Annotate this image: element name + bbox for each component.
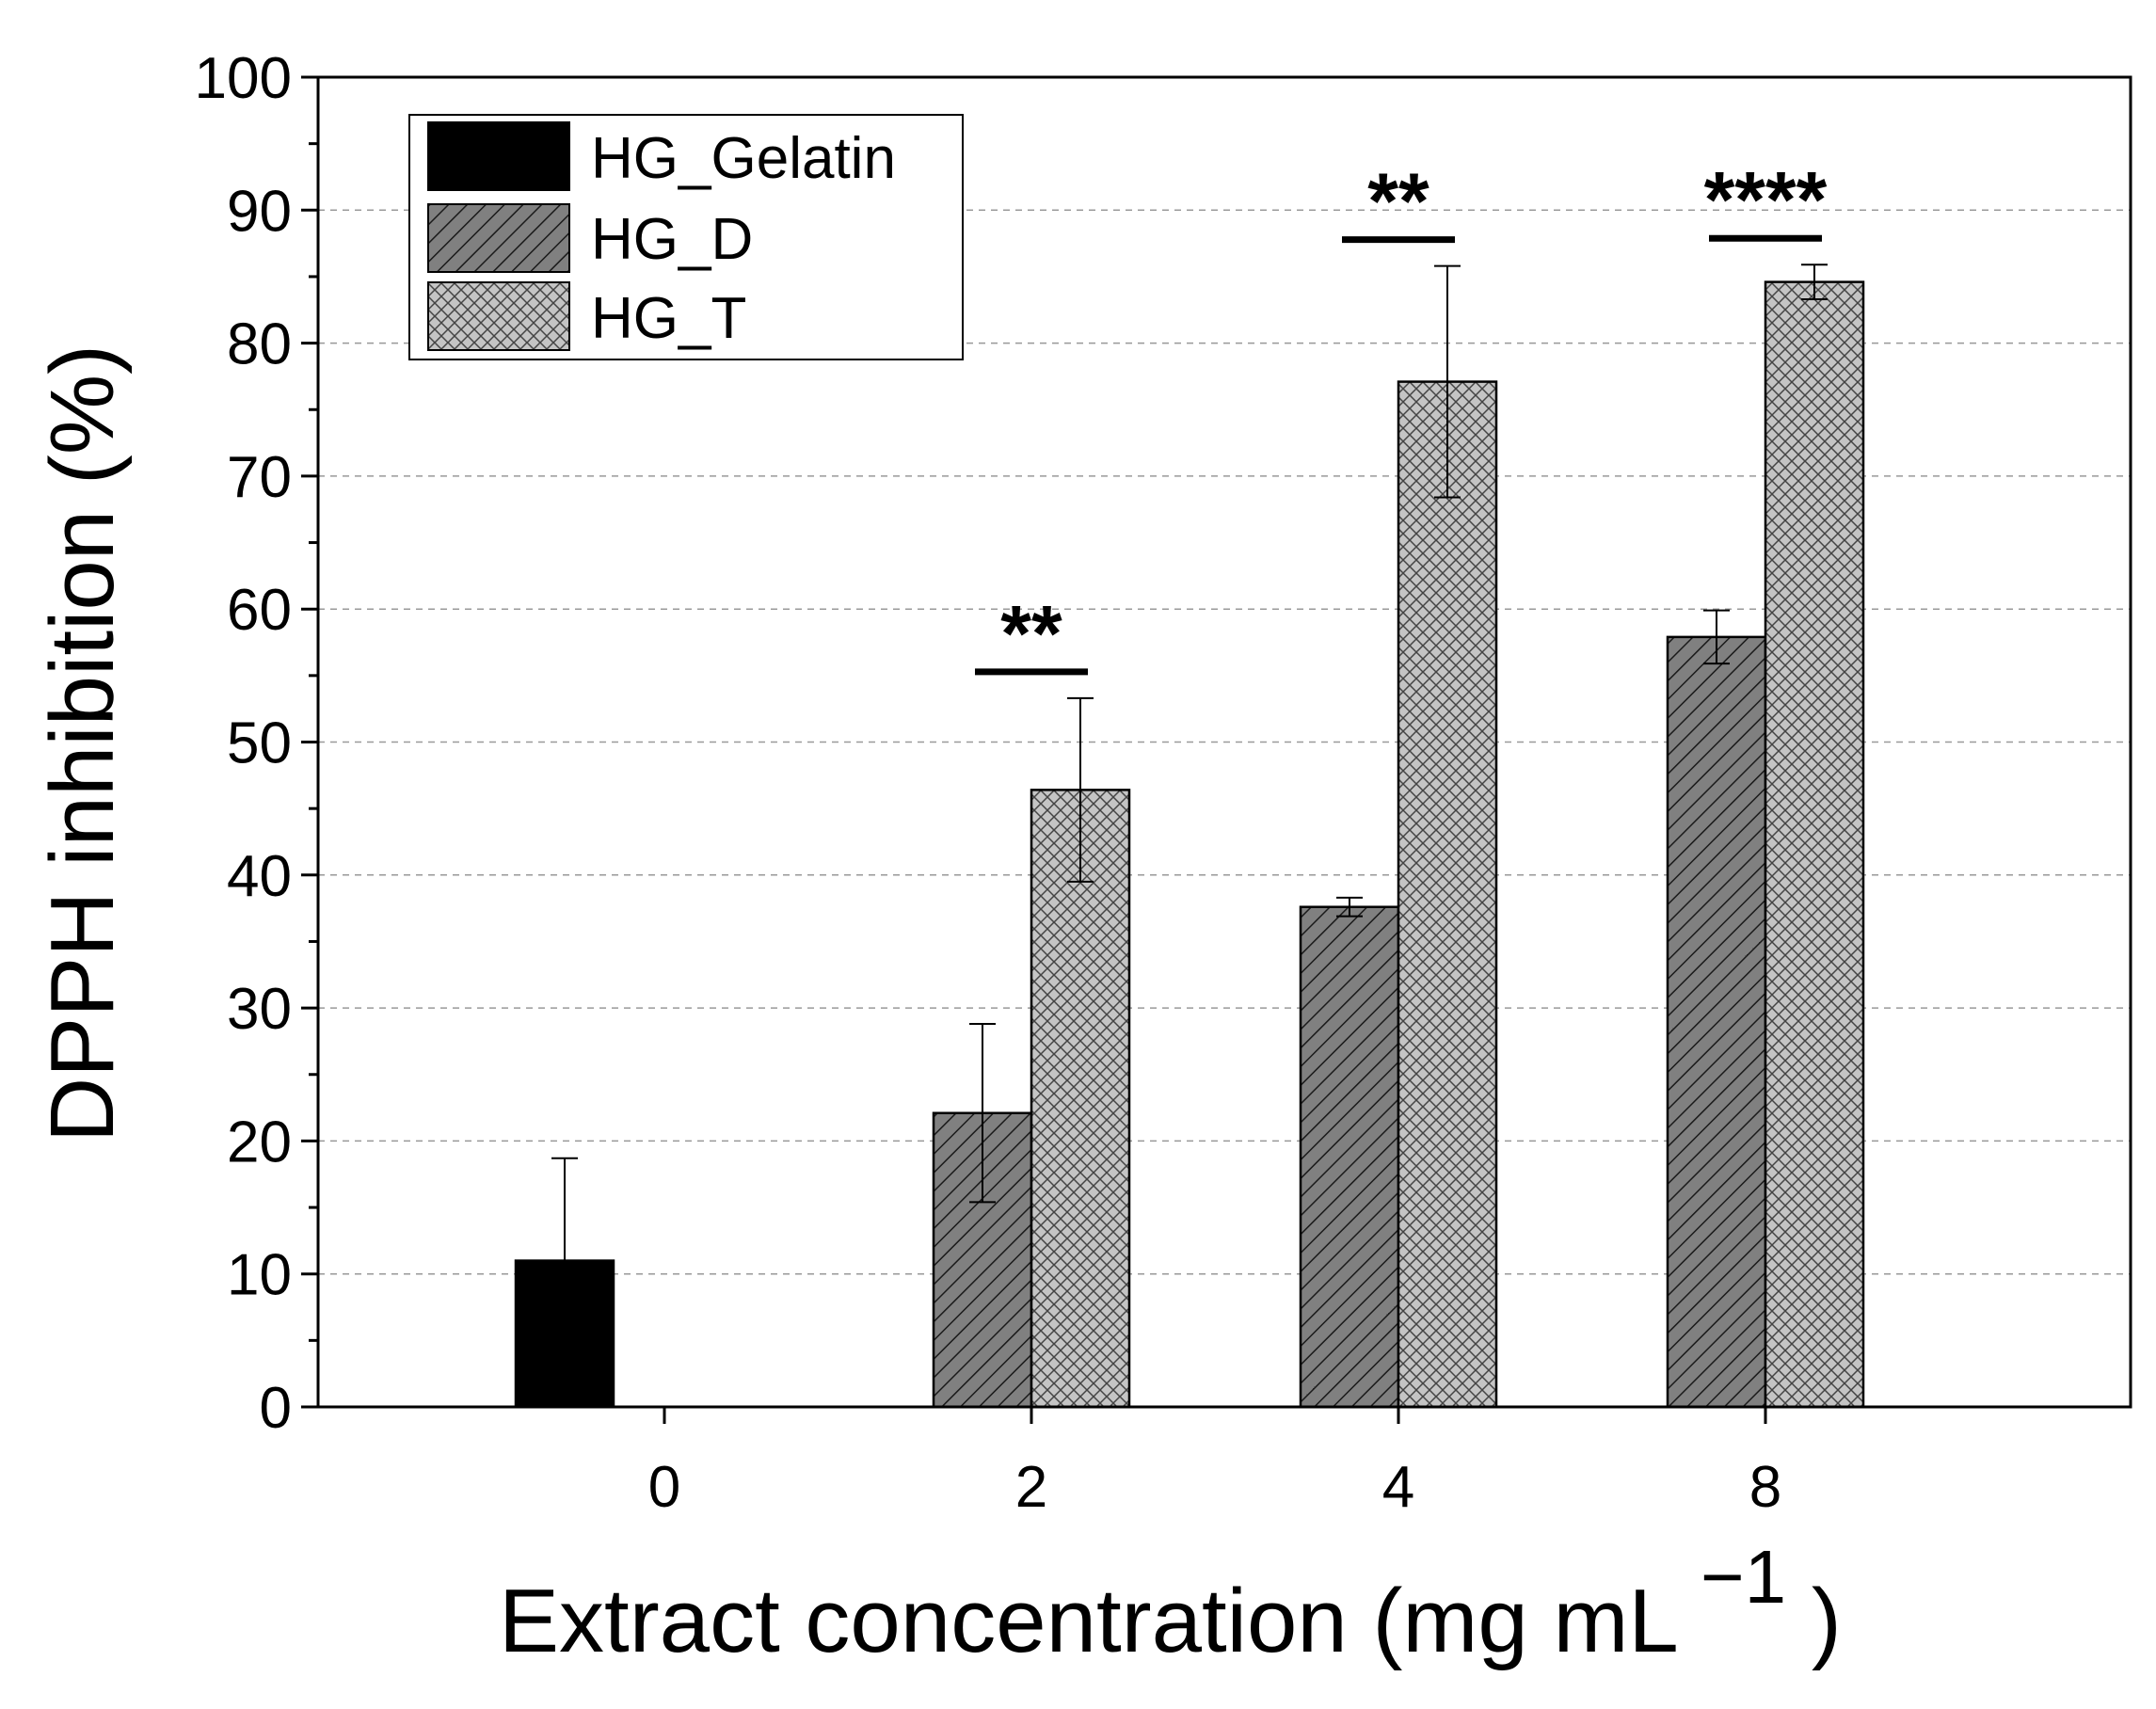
x-tick-label: 0: [648, 1455, 680, 1520]
y-tick-label: 20: [227, 1110, 292, 1174]
y-tick-label: 0: [260, 1376, 292, 1441]
bar-hg-d: [1666, 635, 1767, 1409]
x-axis-title-main: Extract concentration (mg mL: [499, 1571, 1676, 1671]
significance-label: ****: [1704, 155, 1828, 244]
legend-swatch-hg-gelatin: [427, 121, 570, 191]
legend-swatch-hg-t: [427, 281, 570, 351]
significance-label: **: [1000, 589, 1062, 678]
y-tick-label: 80: [227, 312, 292, 377]
bar-hg-t: [1397, 380, 1498, 1409]
error-bars: [551, 264, 1828, 1365]
x-axis: 0 2 4 8: [648, 1407, 1781, 1520]
significance-label: **: [1367, 157, 1429, 246]
y-tick-label: 70: [227, 445, 292, 510]
x-axis-title: Extract concentration (mg mL −1 ): [499, 1522, 1842, 1671]
y-tick-label: 40: [227, 844, 292, 909]
y-tick-label: 90: [227, 179, 292, 244]
bar-hg-t: [1764, 280, 1865, 1409]
y-tick-label: 30: [227, 977, 292, 1042]
bar-hg-d: [1299, 905, 1400, 1409]
legend-label-hg-d: HG_D: [591, 207, 753, 272]
y-tick-label: 10: [227, 1243, 292, 1308]
bar-hg-t: [1030, 789, 1131, 1409]
x-tick-label: 4: [1382, 1455, 1414, 1520]
y-tick-label: 60: [227, 578, 292, 643]
significance-annotations: **** ****: [975, 155, 1828, 678]
bars: [514, 280, 1865, 1409]
x-tick-label: 8: [1749, 1455, 1781, 1520]
y-tick-label: 50: [227, 711, 292, 776]
x-tick-label: 2: [1015, 1455, 1047, 1520]
legend-swatch-hg-d: [427, 203, 570, 273]
x-axis-title-close: ): [1812, 1571, 1842, 1671]
legend-label-hg-t: HG_T: [591, 286, 746, 351]
y-tick-label: 100: [195, 46, 292, 111]
y-axis: 0 10 20 30 40 50 60 70 80 90 100: [195, 46, 318, 1441]
legend: HG_Gelatin HG_D HG_T: [408, 114, 964, 360]
x-axis-title-superscript: −1: [1701, 1535, 1786, 1619]
legend-label-hg-gelatin: HG_Gelatin: [591, 126, 896, 191]
y-axis-title: DPPH inhibition (%): [32, 344, 133, 1142]
